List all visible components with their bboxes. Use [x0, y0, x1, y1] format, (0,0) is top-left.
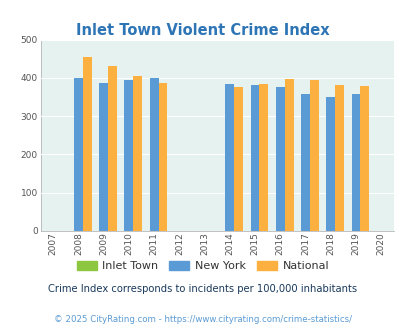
Bar [74, 78, 83, 231]
Bar [124, 80, 133, 231]
Bar [133, 76, 142, 231]
Bar [259, 84, 268, 231]
Bar [149, 78, 158, 231]
Bar [108, 66, 117, 231]
Bar [284, 79, 293, 231]
Bar [250, 85, 259, 231]
Text: Crime Index corresponds to incidents per 100,000 inhabitants: Crime Index corresponds to incidents per… [48, 284, 357, 294]
Bar [301, 94, 309, 231]
Bar [158, 83, 167, 231]
Bar [99, 83, 108, 231]
Text: Inlet Town Violent Crime Index: Inlet Town Violent Crime Index [76, 23, 329, 38]
Bar [234, 87, 243, 231]
Bar [309, 80, 318, 231]
Bar [360, 85, 368, 231]
Legend: Inlet Town, New York, National: Inlet Town, New York, National [72, 256, 333, 276]
Bar [83, 57, 92, 231]
Bar [326, 97, 335, 231]
Bar [335, 85, 343, 231]
Text: © 2025 CityRating.com - https://www.cityrating.com/crime-statistics/: © 2025 CityRating.com - https://www.city… [54, 315, 351, 324]
Bar [351, 94, 360, 231]
Bar [225, 84, 234, 231]
Bar [275, 87, 284, 231]
